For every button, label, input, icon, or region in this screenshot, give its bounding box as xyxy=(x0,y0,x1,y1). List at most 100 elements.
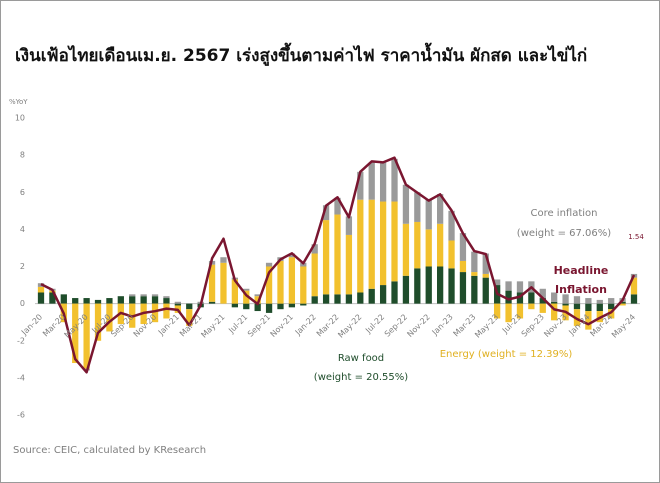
bar xyxy=(208,264,216,302)
bar xyxy=(482,253,489,274)
bar xyxy=(471,251,478,273)
bar xyxy=(551,303,558,321)
bar xyxy=(402,223,410,276)
bar xyxy=(573,303,581,310)
bar xyxy=(482,277,489,304)
bar xyxy=(265,303,273,313)
bar xyxy=(630,277,638,295)
bar xyxy=(562,303,569,306)
bar xyxy=(117,296,124,304)
y-tick-label: 2 xyxy=(20,262,25,271)
bar xyxy=(174,301,181,304)
x-tick-label: Sep-22 xyxy=(383,312,409,338)
bar xyxy=(425,266,432,304)
data-label: 1.54 xyxy=(628,233,644,241)
bar xyxy=(334,214,341,295)
x-tick-label: Sep-21 xyxy=(246,312,272,338)
bar xyxy=(516,303,524,319)
y-tick-label: 8 xyxy=(20,151,25,160)
bar xyxy=(402,275,410,304)
bar xyxy=(596,299,603,304)
bar xyxy=(608,298,615,304)
bar xyxy=(300,262,307,267)
bar xyxy=(425,199,432,230)
x-tick-label: Nov-22 xyxy=(405,312,431,338)
bar xyxy=(322,220,330,295)
bar xyxy=(357,199,364,293)
bar xyxy=(220,257,227,263)
bar xyxy=(357,292,364,304)
bar xyxy=(60,294,67,304)
bar xyxy=(505,303,512,323)
bar xyxy=(277,303,284,310)
bar xyxy=(254,303,261,312)
bar xyxy=(471,275,478,304)
bar xyxy=(140,294,147,297)
annotation: Headline xyxy=(554,264,609,277)
bar xyxy=(379,201,387,286)
annotation: Energy (weight = 12.39%) xyxy=(440,349,573,360)
bar xyxy=(402,184,410,224)
bar xyxy=(311,296,318,304)
bar xyxy=(414,192,421,222)
bar xyxy=(288,253,296,258)
chart-title: เงินเฟ้อไทยเดือนเม.ย. 2567 เร่งสูงขึ้นตา… xyxy=(15,42,587,67)
bar xyxy=(265,266,273,304)
bar xyxy=(322,205,330,221)
bar xyxy=(37,292,45,304)
x-tick-label: Sep-23 xyxy=(520,312,546,338)
bar xyxy=(277,260,284,304)
bar xyxy=(72,298,79,304)
x-tick-label: Jan-22 xyxy=(293,312,318,337)
bar xyxy=(528,303,535,310)
bar xyxy=(300,266,307,304)
x-tick-label: Jan-23 xyxy=(430,312,455,337)
bar xyxy=(345,234,353,295)
bar xyxy=(391,158,398,202)
bar xyxy=(596,303,603,312)
bar xyxy=(585,311,592,330)
annotation: Raw food xyxy=(338,353,384,364)
bar xyxy=(151,296,159,304)
bar xyxy=(151,294,159,297)
bar xyxy=(619,303,626,306)
y-tick-label: -4 xyxy=(17,373,25,382)
y-tick-label: 10 xyxy=(15,114,25,123)
bar xyxy=(322,294,330,304)
bar xyxy=(288,303,296,308)
bar xyxy=(436,194,444,224)
annotation: Inflation xyxy=(555,283,607,296)
bar xyxy=(94,299,102,304)
bar xyxy=(106,298,113,304)
bar xyxy=(186,309,193,326)
bar xyxy=(494,279,501,286)
bar xyxy=(630,294,638,304)
bar xyxy=(436,266,444,304)
bar xyxy=(505,290,512,304)
bar xyxy=(539,303,546,313)
bar xyxy=(311,253,318,297)
headline-line xyxy=(40,156,636,374)
x-tick-label: May-21 xyxy=(199,312,226,339)
y-tick-label: 4 xyxy=(20,225,25,234)
bar xyxy=(151,303,159,323)
annotation: Core inflation xyxy=(530,208,597,219)
bar xyxy=(482,273,489,278)
bar xyxy=(448,210,455,241)
bar xyxy=(471,272,478,276)
bar xyxy=(334,294,341,304)
bar xyxy=(414,221,421,269)
bar xyxy=(243,290,250,304)
bar xyxy=(459,233,467,261)
y-tick-label: -6 xyxy=(17,411,25,420)
y-axis-label: %YoY xyxy=(9,98,28,106)
annotation: (weight = 20.55%) xyxy=(314,372,408,383)
bar xyxy=(459,260,467,273)
bar xyxy=(573,296,581,304)
bar xyxy=(243,288,250,291)
bar xyxy=(425,229,432,267)
source: Source: CEIC, calculated by KResearch xyxy=(13,445,206,456)
bar xyxy=(608,309,615,319)
bar xyxy=(288,257,296,304)
